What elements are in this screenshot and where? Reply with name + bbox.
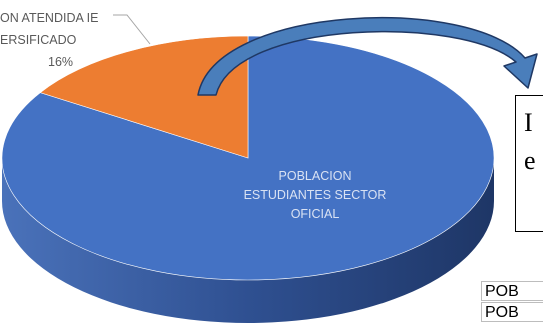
leader-line bbox=[113, 14, 151, 45]
orange-slice-label-line: ON ATENDIDA IE bbox=[0, 11, 98, 25]
table-row-2: POB bbox=[481, 302, 543, 322]
curved-arrow bbox=[197, 17, 538, 96]
table-row-1: POB bbox=[481, 281, 543, 301]
blue-slice-label-line: OFICIAL bbox=[291, 207, 340, 221]
blue-slice-label-line: ESTUDIANTES SECTOR bbox=[244, 188, 387, 202]
pie-slice-orange bbox=[39, 35, 249, 159]
callout-line-2: e bbox=[524, 146, 536, 175]
callout-box: I e bbox=[515, 95, 543, 232]
blue-slice-label-line: POBLACION bbox=[279, 169, 352, 183]
orange-slice-value: 16% bbox=[48, 55, 73, 69]
orange-slice-label-line: ERSIFICADO bbox=[0, 33, 77, 47]
pie-side-wall bbox=[2, 158, 494, 323]
callout-line-1: I bbox=[524, 108, 533, 137]
